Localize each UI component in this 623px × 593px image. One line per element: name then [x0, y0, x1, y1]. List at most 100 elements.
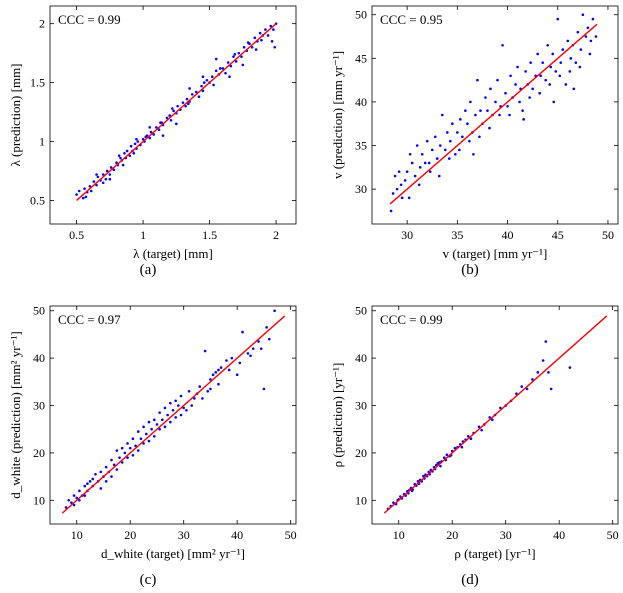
data-point — [99, 470, 103, 474]
data-point — [214, 57, 218, 61]
data-point — [410, 489, 414, 493]
data-point — [115, 161, 118, 165]
data-point — [259, 347, 263, 350]
y-tick-label: 40 — [33, 351, 45, 365]
data-point — [158, 411, 161, 414]
plot-frame — [49, 305, 297, 525]
y-axis-label: ρ (prediction) [yr⁻¹] — [330, 363, 345, 468]
data-point — [551, 52, 555, 56]
data-point — [422, 474, 425, 478]
data-point — [393, 174, 397, 178]
data-point — [118, 456, 121, 459]
data-point — [425, 139, 429, 143]
data-point — [515, 392, 518, 395]
data-point — [125, 149, 129, 153]
data-point — [494, 100, 497, 104]
x-axis-label: d_white (target) [mm² yr⁻¹] — [101, 546, 245, 561]
data-point — [241, 330, 244, 334]
data-point — [233, 53, 237, 56]
data-point — [415, 144, 419, 147]
data-point — [273, 45, 277, 49]
y-tick-label: 50 — [355, 8, 367, 22]
data-point — [142, 442, 145, 445]
x-tick-label: 0.5 — [69, 228, 84, 242]
data-point — [469, 437, 473, 440]
data-point — [112, 168, 116, 172]
data-point — [201, 397, 204, 400]
data-point — [400, 196, 404, 200]
data-point — [476, 78, 479, 82]
data-point — [405, 170, 409, 173]
data-point — [95, 183, 98, 187]
data-point — [105, 169, 109, 173]
identity-line — [61, 315, 286, 514]
subfigure-caption: (d) — [461, 572, 479, 588]
data-point — [479, 109, 482, 112]
data-point — [221, 67, 225, 70]
ccc-annotation: CCC = 0.99 — [58, 12, 121, 27]
data-point — [214, 371, 218, 374]
data-point — [131, 437, 135, 440]
data-point — [459, 118, 462, 121]
data-point — [147, 420, 151, 424]
data-point — [569, 57, 573, 60]
data-point — [152, 435, 156, 438]
data-point — [228, 75, 231, 79]
data-point — [171, 408, 175, 412]
data-point — [171, 107, 174, 110]
data-point — [150, 427, 153, 431]
data-point — [399, 495, 402, 498]
data-point — [445, 453, 449, 457]
data-point — [92, 180, 96, 183]
data-point — [101, 173, 105, 176]
data-point — [458, 148, 461, 152]
data-point — [584, 35, 588, 38]
data-point — [541, 61, 544, 64]
data-point — [253, 36, 257, 40]
data-point — [478, 135, 481, 139]
data-point — [94, 472, 97, 476]
data-point — [165, 116, 169, 120]
data-point — [392, 501, 395, 504]
data-point — [201, 75, 205, 79]
data-point — [508, 113, 511, 117]
data-point — [496, 78, 499, 82]
data-point — [136, 449, 140, 452]
data-point — [205, 78, 209, 82]
data-point — [548, 83, 552, 86]
y-tick-label: 1 — [39, 135, 45, 149]
data-point — [132, 151, 136, 155]
data-point — [200, 84, 203, 88]
data-point — [234, 60, 238, 63]
data-point — [121, 163, 125, 167]
x-tick-label: 1.5 — [202, 228, 217, 242]
data-point — [179, 394, 183, 398]
x-tick-label: 40 — [502, 228, 514, 242]
plot-frame — [49, 5, 297, 225]
data-point — [209, 387, 212, 391]
data-point — [581, 13, 585, 17]
data-point — [531, 378, 534, 381]
data-point — [578, 65, 582, 69]
x-tick-label: 50 — [607, 528, 619, 542]
data-point — [576, 30, 580, 34]
subfigure-caption: (b) — [461, 262, 479, 278]
data-point — [197, 95, 201, 99]
x-tick-label: 40 — [553, 528, 565, 542]
data-point — [89, 189, 93, 193]
data-point — [474, 113, 477, 117]
data-point — [211, 373, 215, 377]
data-point — [453, 446, 457, 450]
y-tick-label: 30 — [33, 399, 45, 413]
data-point — [185, 97, 189, 101]
plot-frame — [371, 5, 619, 225]
data-point — [134, 444, 137, 448]
y-tick-label: 2 — [39, 17, 45, 31]
y-tick-label: 40 — [355, 95, 367, 109]
data-point — [427, 161, 431, 165]
x-tick-label: 30 — [500, 528, 512, 542]
data-point — [272, 28, 275, 31]
data-point — [561, 48, 565, 51]
data-point — [266, 34, 270, 37]
chart-panel-c: 10 20 30 40 50 10 20 30 40 50 CCC = 0.97 d_white (t… — [8, 304, 297, 588]
